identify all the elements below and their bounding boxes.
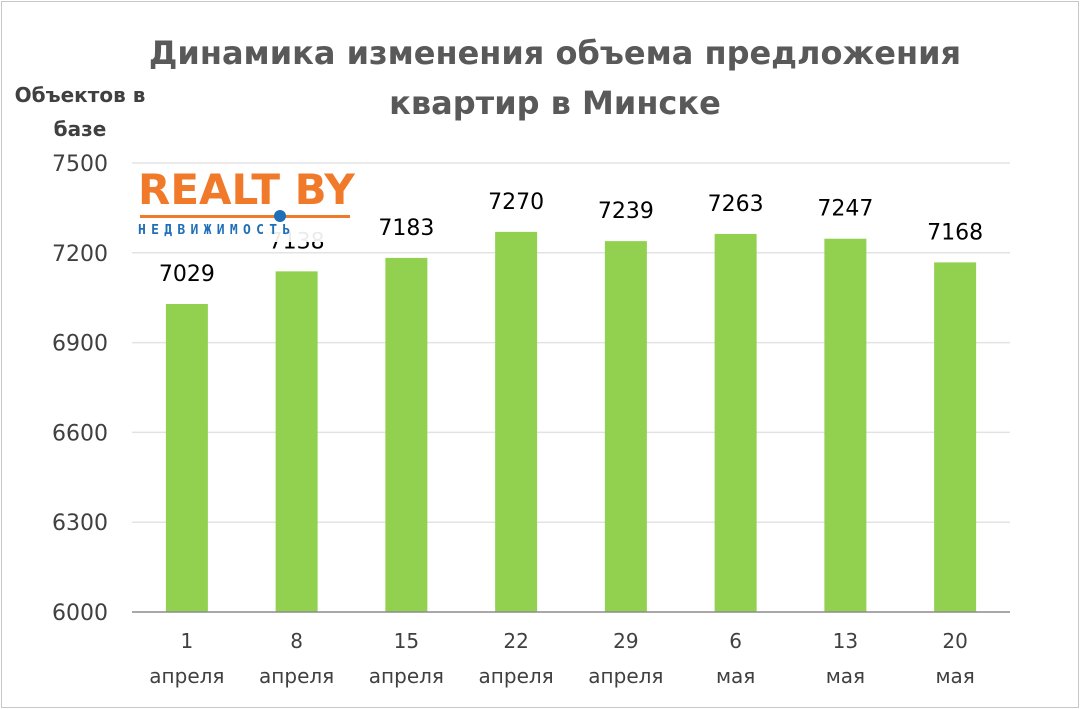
bar-7 <box>824 238 867 613</box>
y-tick-label: 7500 <box>52 152 108 177</box>
x-tick-day: 13 <box>833 629 858 653</box>
x-tick-day: 6 <box>729 629 742 653</box>
bar-1 <box>165 303 208 612</box>
bar-6 <box>714 233 757 612</box>
bar-4 <box>495 231 538 612</box>
data-label: 7183 <box>378 216 434 241</box>
data-label: 7029 <box>159 262 215 287</box>
bar-3 <box>385 257 428 612</box>
logo-underline <box>140 215 350 218</box>
bars-layer <box>165 231 977 613</box>
x-tick-day: 29 <box>613 629 638 653</box>
data-label: 7270 <box>488 190 544 215</box>
x-tick-day: 8 <box>290 629 303 653</box>
x-tick-month: апреля <box>479 664 554 688</box>
logo-wordmark: REALT BY <box>138 165 355 214</box>
x-tick-day: 22 <box>503 629 528 653</box>
data-label: 7239 <box>598 199 654 224</box>
data-label: 7168 <box>927 220 983 245</box>
logo-subtitle: НЕДВИЖИМОСТЬ <box>138 223 296 238</box>
y-tick-label: 7200 <box>52 242 108 267</box>
x-tick-month: мая <box>826 664 865 688</box>
x-tick-month: апреля <box>369 664 444 688</box>
x-tick-day: 15 <box>394 629 419 653</box>
labels-layer: 75007200690066006300600070291апреля71388… <box>52 152 983 688</box>
x-tick-day: 1 <box>181 629 194 653</box>
bar-2 <box>275 271 318 612</box>
x-tick-month: апреля <box>259 664 334 688</box>
x-tick-month: апреля <box>149 664 224 688</box>
bar-8 <box>934 262 977 612</box>
data-label: 7263 <box>708 192 764 217</box>
data-label: 7247 <box>817 197 873 222</box>
y-axis-label: Объектов в базе <box>14 83 146 141</box>
x-tick-month: мая <box>935 664 974 688</box>
chart-title: Динамика изменения объема предложения кв… <box>148 34 962 122</box>
y-tick-label: 6300 <box>52 511 108 536</box>
y-tick-label: 6000 <box>52 601 108 626</box>
logo-dot-icon <box>274 210 286 222</box>
x-tick-month: мая <box>716 664 755 688</box>
y-tick-label: 6600 <box>52 421 108 446</box>
x-tick-month: апреля <box>588 664 663 688</box>
bar-5 <box>604 241 647 612</box>
x-tick-day: 20 <box>942 629 967 653</box>
y-tick-label: 6900 <box>52 332 108 357</box>
realty-logo: REALT BY НЕДВИЖИМОСТЬ <box>138 165 355 242</box>
